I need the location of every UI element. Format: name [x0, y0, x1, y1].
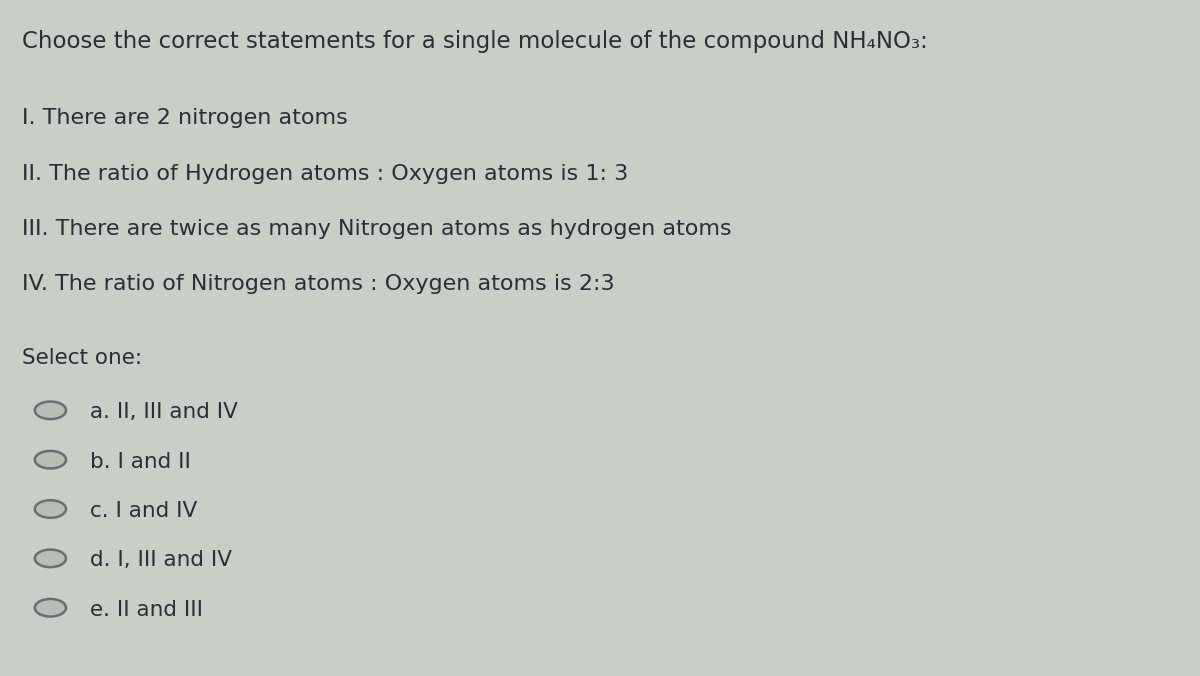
- Text: II. The ratio of Hydrogen atoms : Oxygen atoms is 1: 3: II. The ratio of Hydrogen atoms : Oxygen…: [22, 164, 628, 184]
- Circle shape: [35, 599, 66, 617]
- Text: I. There are 2 nitrogen atoms: I. There are 2 nitrogen atoms: [22, 108, 347, 128]
- Text: Choose the correct statements for a single molecule of the compound NH₄NO₃:: Choose the correct statements for a sing…: [22, 30, 928, 53]
- Text: c. I and IV: c. I and IV: [90, 501, 197, 521]
- Text: a. II, III and IV: a. II, III and IV: [90, 402, 238, 422]
- Circle shape: [35, 451, 66, 468]
- Text: d. I, III and IV: d. I, III and IV: [90, 550, 232, 571]
- Text: III. There are twice as many Nitrogen atoms as hydrogen atoms: III. There are twice as many Nitrogen at…: [22, 219, 731, 239]
- Circle shape: [35, 500, 66, 518]
- Circle shape: [35, 402, 66, 419]
- Text: b. I and II: b. I and II: [90, 452, 191, 472]
- Text: e. II and III: e. II and III: [90, 600, 203, 620]
- Circle shape: [35, 550, 66, 567]
- Text: IV. The ratio of Nitrogen atoms : Oxygen atoms is 2:3: IV. The ratio of Nitrogen atoms : Oxygen…: [22, 274, 614, 295]
- Text: Select one:: Select one:: [22, 348, 142, 368]
